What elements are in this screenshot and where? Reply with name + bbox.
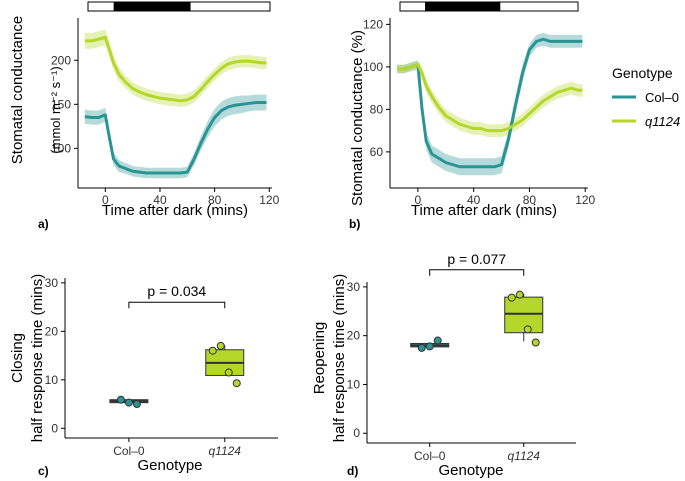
panel-label: c) xyxy=(38,464,49,478)
data-point xyxy=(232,379,241,388)
y-tick-label: 150 xyxy=(51,97,71,111)
x-axis-label: Time after dark (mins) xyxy=(411,202,557,219)
y-tick-label: 30 xyxy=(45,276,59,290)
error-band-q1124 xyxy=(84,29,267,107)
error-bands xyxy=(396,32,583,176)
x-tick-label: 80 xyxy=(208,193,222,207)
x-axis-label: Time after dark (mins) xyxy=(102,202,248,219)
y-tick-label: 30 xyxy=(347,280,361,294)
data-point xyxy=(515,290,524,299)
data-point xyxy=(116,395,125,404)
y-axis-label-line1: Reopening xyxy=(311,322,328,395)
y-tick-label: 80 xyxy=(370,102,384,116)
boxplot: 0 10 20 30 Col–0 q1124 p = 0.034 xyxy=(45,276,278,458)
panel-label: b) xyxy=(349,217,360,231)
y-tick-label: 20 xyxy=(45,324,59,338)
y-tick-label: 0 xyxy=(51,421,58,435)
series-lines xyxy=(84,35,267,175)
y-tick-label: 100 xyxy=(51,141,71,155)
x-tick-label: 120 xyxy=(259,193,279,207)
y-axis-label-line1: Stomatal conductance xyxy=(9,16,26,164)
x-tick-label: Col–0 xyxy=(113,444,145,458)
x-tick-label: 80 xyxy=(523,193,537,207)
series-line-col0 xyxy=(84,101,267,175)
legend-title: Genotype xyxy=(612,65,673,81)
data-point xyxy=(433,336,442,345)
dark-period-block xyxy=(113,2,191,11)
panel-a: 0 40 80 120 100 150 200 Stomatal conductance (… xyxy=(9,1,280,231)
series-line-q1124 xyxy=(84,35,267,103)
data-point xyxy=(208,346,217,355)
x-axis-label: Genotype xyxy=(438,462,503,479)
legend: Genotype Col–0 q1124 xyxy=(612,65,680,129)
y-tick-label: 120 xyxy=(363,17,383,31)
x-tick-label: 40 xyxy=(153,193,167,207)
y-tick-label: 60 xyxy=(370,145,384,159)
y-tick-label: 10 xyxy=(347,377,361,391)
dark-period-bar xyxy=(87,1,271,12)
series-line-col0 xyxy=(396,37,583,169)
y-tick-label: 20 xyxy=(347,329,361,343)
legend-label-col0: Col–0 xyxy=(645,90,679,105)
x-axis-label: Genotype xyxy=(137,457,202,474)
box xyxy=(504,296,544,334)
error-band-q1124 xyxy=(396,60,583,137)
y-axis-label-line1: Closing xyxy=(9,333,26,383)
data-point xyxy=(523,325,532,334)
y-axis-label-line2: (mmol m⁻² s⁻¹) xyxy=(48,66,63,153)
x-tick-label: 0 xyxy=(102,193,109,207)
x-tick-label: q1124 xyxy=(209,444,242,458)
dark-period-bar xyxy=(399,1,579,12)
error-band-col0 xyxy=(396,32,583,176)
x-tick-label: q1124 xyxy=(508,449,541,463)
data-point xyxy=(531,338,540,347)
significance-bracket xyxy=(429,269,525,276)
data-point xyxy=(224,368,233,377)
panel-d: 0 10 20 30 Col–0 q1124 p = 0.077 Reopening hal… xyxy=(311,251,576,479)
series-lines xyxy=(396,37,583,169)
x-tick-label: 120 xyxy=(575,193,595,207)
axes: 0 40 80 120 100 150 200 xyxy=(51,18,280,207)
significance-bracket xyxy=(128,301,226,309)
data-point xyxy=(124,398,133,407)
legend-label-q1124: q1124 xyxy=(645,114,680,129)
y-tick-label: 0 xyxy=(353,426,360,440)
y-tick-label: 10 xyxy=(45,373,59,387)
y-axis-label: Stomatal conductance (%) xyxy=(349,30,366,206)
p-value-label: p = 0.034 xyxy=(147,283,206,299)
y-axis-label-line2: half response time (mins) xyxy=(29,274,46,442)
panel-b: 0 40 80 120 60 80 100 120 Stomatal conductance … xyxy=(349,1,596,231)
x-tick-label: 40 xyxy=(467,193,481,207)
dark-period-block xyxy=(425,2,501,11)
series-line-q1124 xyxy=(396,63,583,133)
panel-c: 0 10 20 30 Col–0 q1124 p = 0.034 Closing half … xyxy=(9,274,278,478)
panel-label: a) xyxy=(38,217,49,231)
axes: 0 40 80 120 60 80 100 120 xyxy=(363,17,596,207)
boxplot: 0 10 20 30 Col–0 q1124 p = 0.077 xyxy=(347,251,576,463)
data-point xyxy=(132,400,141,409)
error-band-col0 xyxy=(84,94,267,179)
panel-label: d) xyxy=(347,464,358,478)
x-tick-label: 0 xyxy=(415,193,422,207)
y-tick-label: 200 xyxy=(51,53,71,67)
data-point xyxy=(507,293,516,302)
data-point xyxy=(216,341,225,350)
y-tick-label: 100 xyxy=(363,60,383,74)
data-point xyxy=(425,342,434,351)
x-tick-label: Col–0 xyxy=(414,449,446,463)
p-value-label: p = 0.077 xyxy=(447,251,506,267)
y-axis-label-line2: half response time (mins) xyxy=(331,274,348,442)
data-point xyxy=(417,343,426,352)
